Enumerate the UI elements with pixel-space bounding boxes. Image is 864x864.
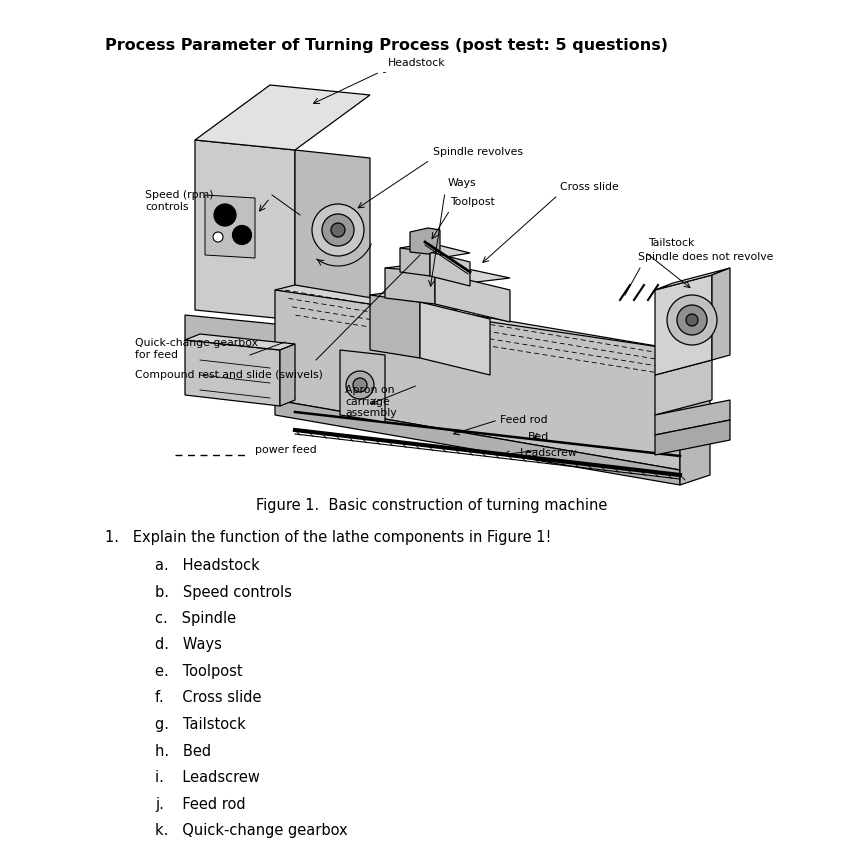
- Text: e.   Toolpost: e. Toolpost: [155, 664, 243, 679]
- Text: Toolpost: Toolpost: [450, 197, 495, 207]
- Circle shape: [677, 305, 707, 335]
- Circle shape: [322, 214, 354, 246]
- Text: g.   Tailstock: g. Tailstock: [155, 717, 245, 732]
- Polygon shape: [185, 340, 280, 406]
- Text: d.   Ways: d. Ways: [155, 638, 222, 652]
- Polygon shape: [400, 248, 430, 276]
- Circle shape: [331, 223, 345, 237]
- Circle shape: [353, 378, 367, 392]
- Text: Apron on
carriage
assembly: Apron on carriage assembly: [345, 385, 397, 418]
- Text: a.   Headstock: a. Headstock: [155, 558, 260, 573]
- Polygon shape: [655, 360, 712, 415]
- Polygon shape: [385, 268, 435, 304]
- Text: Cross slide: Cross slide: [560, 182, 619, 192]
- Text: j.    Feed rod: j. Feed rod: [155, 797, 245, 811]
- Polygon shape: [185, 315, 295, 352]
- Text: Compound rest and slide (swivels): Compound rest and slide (swivels): [135, 370, 323, 380]
- Polygon shape: [655, 275, 712, 375]
- Circle shape: [346, 371, 374, 399]
- Text: Spindle revolves: Spindle revolves: [433, 147, 523, 157]
- Polygon shape: [195, 85, 370, 150]
- Text: c.   Spindle: c. Spindle: [155, 611, 236, 626]
- Circle shape: [667, 295, 717, 345]
- Polygon shape: [275, 400, 680, 485]
- Text: Leadscrew: Leadscrew: [520, 448, 578, 458]
- Text: Speed (rpm)
controls: Speed (rpm) controls: [145, 190, 213, 212]
- Polygon shape: [370, 288, 490, 312]
- Polygon shape: [655, 268, 730, 290]
- Polygon shape: [280, 344, 295, 406]
- Text: i.    Leadscrew: i. Leadscrew: [155, 770, 260, 785]
- Text: Process Parameter of Turning Process (post test: 5 questions): Process Parameter of Turning Process (po…: [105, 38, 668, 53]
- Circle shape: [213, 232, 223, 242]
- Text: Bed: Bed: [528, 432, 550, 442]
- Polygon shape: [185, 334, 295, 350]
- Circle shape: [686, 314, 698, 326]
- Polygon shape: [340, 350, 385, 422]
- Polygon shape: [655, 420, 730, 455]
- Polygon shape: [410, 228, 440, 254]
- Polygon shape: [385, 262, 510, 284]
- Polygon shape: [680, 340, 710, 485]
- Polygon shape: [400, 243, 470, 258]
- Text: power feed: power feed: [255, 445, 317, 455]
- Circle shape: [312, 204, 364, 256]
- Polygon shape: [275, 290, 680, 470]
- Polygon shape: [295, 150, 370, 330]
- Polygon shape: [435, 272, 510, 322]
- Text: 1.   Explain the function of the lathe components in Figure 1!: 1. Explain the function of the lathe com…: [105, 530, 551, 545]
- Text: Quick-change gearbox
for feed: Quick-change gearbox for feed: [135, 338, 258, 359]
- Text: Figure 1.  Basic construction of turning machine: Figure 1. Basic construction of turning …: [257, 498, 607, 513]
- Text: f.    Cross slide: f. Cross slide: [155, 690, 262, 706]
- Polygon shape: [660, 330, 710, 350]
- Polygon shape: [370, 295, 420, 358]
- Polygon shape: [275, 285, 680, 355]
- Text: Ways: Ways: [448, 178, 477, 188]
- Polygon shape: [205, 195, 255, 258]
- Polygon shape: [712, 268, 730, 360]
- Text: k.   Quick-change gearbox: k. Quick-change gearbox: [155, 823, 347, 838]
- Text: b.   Speed controls: b. Speed controls: [155, 585, 292, 600]
- Polygon shape: [430, 252, 470, 286]
- Text: h.   Bed: h. Bed: [155, 744, 211, 759]
- Polygon shape: [420, 302, 490, 375]
- Circle shape: [214, 204, 236, 226]
- Text: Spindle does not revolve: Spindle does not revolve: [638, 252, 773, 262]
- Polygon shape: [195, 140, 295, 320]
- Text: Headstock: Headstock: [388, 58, 446, 68]
- Circle shape: [232, 226, 251, 245]
- Polygon shape: [655, 400, 730, 435]
- Text: Tailstock: Tailstock: [648, 238, 695, 248]
- Text: Feed rod: Feed rod: [500, 415, 548, 425]
